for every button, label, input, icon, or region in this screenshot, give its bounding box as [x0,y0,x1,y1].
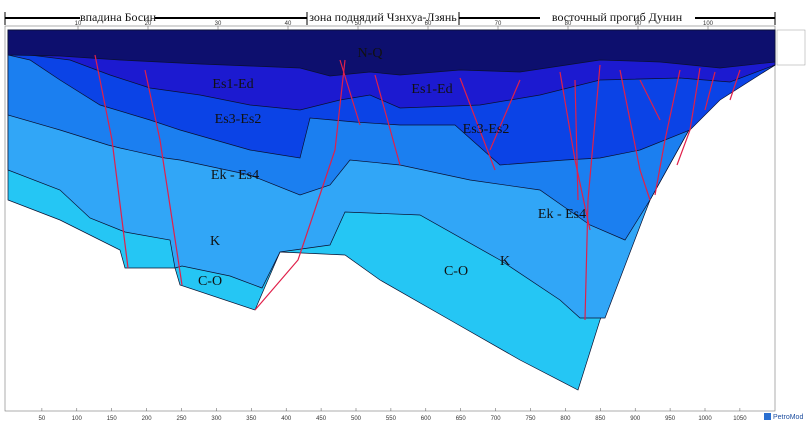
bottom-tick-label: 100 [72,416,83,422]
top-tick-label: 20 [145,21,152,27]
layer-label: N-Q [358,46,383,61]
bottom-tick-label: 900 [630,416,641,422]
zone-label: восточный прогиб Дунин [552,10,683,24]
bottom-tick-label: 350 [246,416,257,422]
layer-label: K [210,234,220,249]
layer-label: Es3-Es2 [215,112,262,127]
bottom-tick-label: 750 [525,416,536,422]
top-tick-label: 60 [425,21,432,27]
bottom-tick-label: 850 [595,416,606,422]
layer-label: K [500,254,510,269]
layer-label: C-O [198,274,222,289]
bottom-tick-label: 600 [421,416,432,422]
bottom-tick-label: 950 [665,416,676,422]
top-tick-label: 80 [565,21,572,27]
logo: PetroMod [773,414,803,421]
bottom-tick-label: 50 [39,416,46,422]
layer-label: Ek - Es4 [211,168,259,183]
bottom-tick-label: 800 [560,416,571,422]
top-tick-label: 90 [635,21,642,27]
layer-label: Es3-Es2 [463,122,510,137]
bottom-tick-label: 1050 [733,416,747,422]
top-tick-label: 100 [703,21,714,27]
cross-section: впадина Босин зона поднядий Чзнхуа-Лзянь… [0,0,807,443]
bottom-tick-label: 200 [142,416,153,422]
bottom-tick-label: 1000 [698,416,712,422]
top-tick-label: 50 [355,21,362,27]
bottom-tick-label: 400 [281,416,292,422]
bottom-tick-label: 300 [211,416,222,422]
zone-label: зона поднядий Чзнхуа-Лзянь [309,10,457,24]
bottom-tick-label: 700 [491,416,502,422]
layer-label: C-O [444,264,468,279]
top-tick-label: 30 [215,21,222,27]
logo-icon [764,413,771,420]
top-tick-label: 10 [75,21,82,27]
bottom-tick-label: 250 [176,416,187,422]
bottom-tick-label: 550 [386,416,397,422]
top-tick-label: 70 [495,21,502,27]
top-tick-label: 40 [285,21,292,27]
layer-label: Es1-Ed [212,77,253,92]
bottom-tick-label: 450 [316,416,327,422]
bottom-tick-label: 650 [456,416,467,422]
layer-label: Es1-Ed [411,82,452,97]
bottom-tick-label: 500 [351,416,362,422]
bottom-tick-label: 150 [107,416,118,422]
layer-label: Ek - Es4 [538,207,586,222]
